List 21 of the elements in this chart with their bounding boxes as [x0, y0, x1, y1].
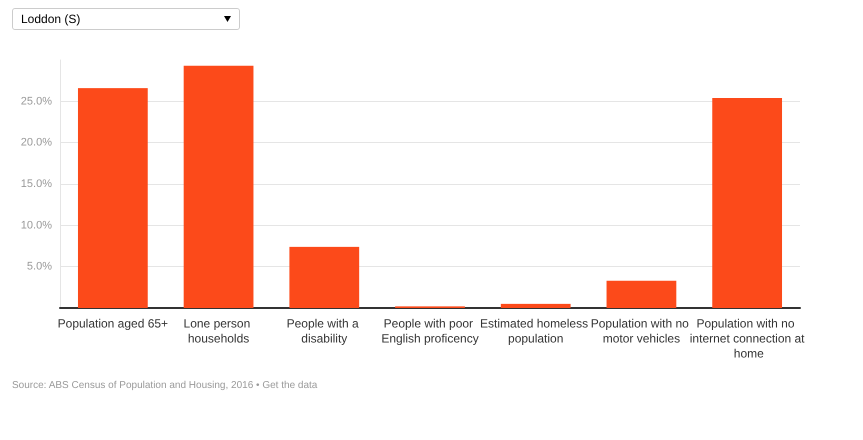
dropdown: Loddon (S): [12, 8, 240, 30]
x-tick-label: People with a disability: [286, 316, 362, 346]
bar: [78, 88, 148, 308]
y-tick-label: 20.0%: [20, 136, 52, 149]
bar: [184, 66, 254, 308]
x-tick-label: People with poor English proficency: [381, 316, 479, 346]
y-tick-label: 10.0%: [20, 219, 52, 232]
x-tick-label: Lone person households: [184, 316, 254, 346]
chart-subtitle: Loddon (S): [21, 12, 80, 26]
y-tick-label: 15.0%: [20, 178, 52, 190]
y-tick-label: 5.0%: [26, 260, 52, 273]
bar: [712, 98, 782, 308]
bar: [289, 246, 360, 308]
x-tick-label: Population with no motor vehicles: [590, 316, 692, 346]
x-tick-label: Population with no internet connection at home: [690, 316, 806, 360]
bar: [606, 280, 676, 308]
y-tick-label: 25.0%: [20, 95, 52, 108]
bar: [500, 304, 571, 308]
x-tick-label: Population aged 65+: [58, 316, 168, 330]
source-note: Source: ABS Census of Population and Housing, 2016 • Get the data: [12, 380, 318, 391]
x-tick-label: Estimated homeless population: [480, 316, 592, 346]
